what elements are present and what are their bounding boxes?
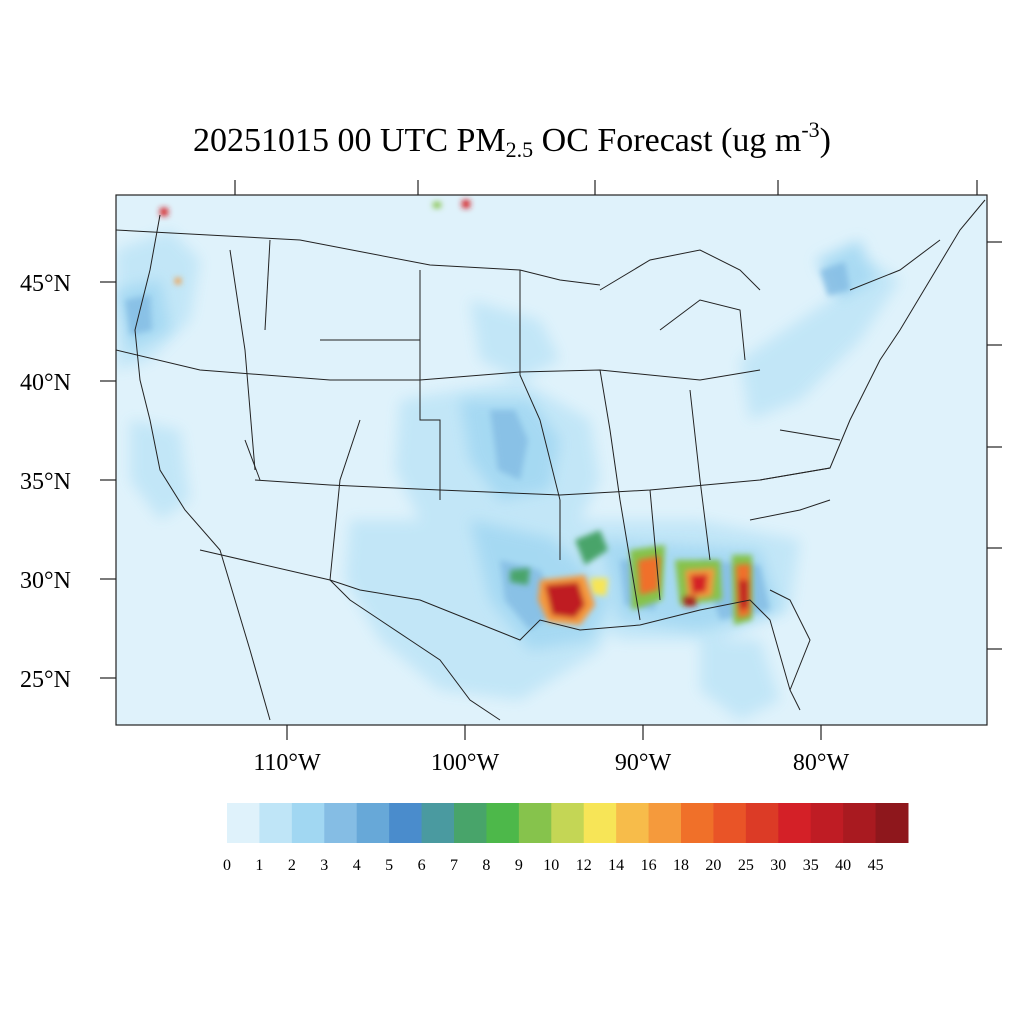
colorbar-swatch: [875, 803, 909, 843]
state-borders: [116, 199, 986, 721]
colorbar-tick-label: 2: [288, 857, 296, 874]
colorbar-swatch: [681, 803, 714, 843]
lat-label-40: 40°N: [20, 370, 71, 396]
colorbar-swatch: [324, 803, 358, 843]
colorbar-swatch: [810, 803, 844, 843]
colorbar-tick-label: 1: [255, 857, 263, 874]
colorbar-tick-label: 14: [608, 857, 624, 874]
colorbar-tick-label: 30: [770, 857, 786, 874]
colorbar-tick-label: 12: [576, 857, 592, 874]
map-title: 20251015 00 UTC PM2.5 OC Forecast (ug m-…: [0, 118, 1024, 164]
colorbar-tick-label: 7: [450, 857, 458, 874]
colorbar-tick-label: 5: [385, 857, 393, 874]
colorbar-swatch: [616, 803, 650, 843]
bottom-ticks: [286, 725, 822, 740]
lat-label-35: 35°N: [20, 469, 71, 495]
colorbar-swatch: [583, 803, 617, 843]
lon-label-80: 80°W: [793, 750, 850, 776]
colorbar-tick-label: 9: [515, 857, 523, 874]
colorbar-swatch: [227, 803, 260, 843]
colorbar: 0 1 2 3 4 5 6 7 8 9 10 12 14 16 18 20 25 30 35 40 45: [223, 803, 909, 874]
lon-label-100: 100°W: [431, 750, 500, 776]
colorbar-tick-label: 8: [482, 857, 490, 874]
colorbar-tick-label: 25: [738, 857, 754, 874]
top-ticks: [234, 180, 978, 195]
colorbar-swatch: [389, 803, 423, 843]
map-frame: [115, 194, 988, 726]
colorbar-swatch: [291, 803, 325, 843]
colorbar-tick-label: 45: [868, 857, 884, 874]
lat-label-30: 30°N: [20, 568, 71, 594]
concentration-field: [116, 199, 986, 721]
colorbar-tick-label: 10: [543, 857, 559, 874]
colorbar-tick-label: 0: [223, 857, 231, 874]
colorbar-swatch: [713, 803, 747, 843]
colorbar-tick-label: 4: [353, 857, 361, 874]
title-end: ): [819, 122, 831, 159]
colorbar-tick-label: 3: [320, 857, 328, 874]
lat-label-45: 45°N: [20, 271, 71, 297]
lon-label-110: 110°W: [253, 750, 321, 776]
title-superscript: -3: [801, 117, 820, 142]
colorbar-tick-label: 18: [673, 857, 689, 874]
colorbar-tick-label: 6: [418, 857, 426, 874]
colorbar-swatch: [421, 803, 455, 843]
colorbar-swatch: [259, 803, 293, 843]
title-middle: OC Forecast (ug m: [533, 122, 802, 159]
colorbar-swatch: [745, 803, 779, 843]
colorbar-swatch: [454, 803, 487, 843]
lat-label-25: 25°N: [20, 667, 71, 693]
colorbar-tick-label: 35: [803, 857, 819, 874]
colorbar-swatch: [551, 803, 585, 843]
left-ticks: [100, 281, 116, 679]
colorbar-tick-label: 16: [641, 857, 657, 874]
colorbar-tick-label: 20: [705, 857, 721, 874]
title-subscript: 2.5: [505, 137, 534, 162]
title-main: 20251015 00 UTC PM: [193, 122, 506, 159]
right-ticks: [987, 241, 1002, 650]
colorbar-swatch: [778, 803, 812, 843]
colorbar-swatch: [486, 803, 520, 843]
colorbar-swatch: [648, 803, 682, 843]
colorbar-swatch: [356, 803, 390, 843]
colorbar-tick-label: 40: [835, 857, 851, 874]
lon-label-90: 90°W: [615, 750, 672, 776]
colorbar-swatch: [843, 803, 877, 843]
colorbar-swatch: [518, 803, 552, 843]
